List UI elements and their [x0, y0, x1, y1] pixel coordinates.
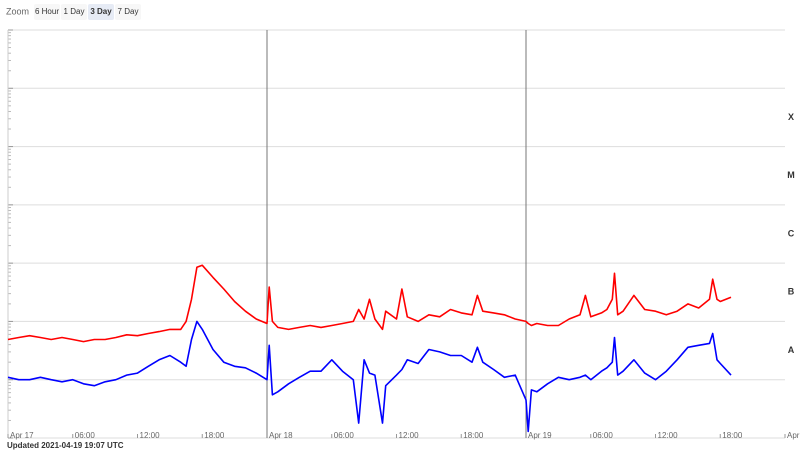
x-tick-label: Apr 20: [787, 431, 800, 440]
zoom-button[interactable]: [34, 4, 60, 20]
x-tick-label: 12:00: [658, 431, 679, 440]
zoom-button[interactable]: [61, 4, 87, 20]
flare-class-label: C: [788, 228, 795, 238]
zoom-label: Zoom: [6, 6, 29, 16]
zoom-button[interactable]: [115, 4, 141, 20]
flare-class-label: A: [788, 345, 795, 355]
flare-class-label: X: [788, 112, 794, 122]
zoom-button-label[interactable]: 1 Day: [64, 7, 85, 16]
flare-class-label: M: [787, 170, 795, 180]
x-tick-label: Apr 17: [10, 431, 34, 440]
zoom-button-label[interactable]: 3 Day: [90, 7, 112, 16]
updated-time: Updated 2021-04-19 19:07 UTC: [7, 441, 124, 450]
x-tick-label: Apr 18: [269, 431, 293, 440]
zoom-button[interactable]: [88, 4, 114, 20]
x-tick-label: 18:00: [463, 431, 484, 440]
x-tick-label: Apr 19: [528, 431, 552, 440]
x-tick-label: 18:00: [204, 431, 225, 440]
zoom-button-label[interactable]: 7 Day: [118, 7, 139, 16]
x-tick-label: 06:00: [75, 431, 96, 440]
x-tick-label: 06:00: [593, 431, 614, 440]
zoom-button-label[interactable]: 6 Hour: [35, 7, 59, 16]
flux-line: [7, 320, 732, 433]
x-tick-label: 06:00: [334, 431, 355, 440]
x-tick-label: 12:00: [140, 431, 161, 440]
flux-line: [7, 264, 732, 343]
x-tick-label: 12:00: [399, 431, 420, 440]
x-tick-label: 18:00: [722, 431, 743, 440]
flare-class-label: B: [788, 287, 795, 297]
